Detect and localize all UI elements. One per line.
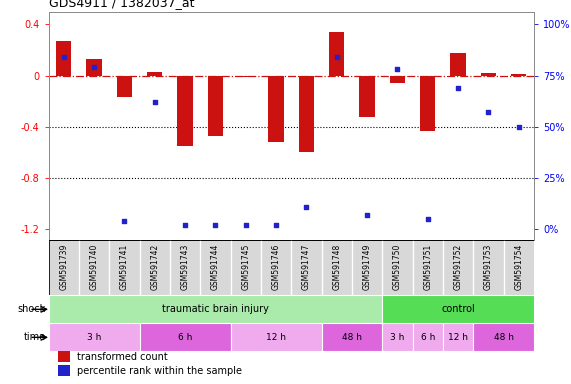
Bar	[268, 76, 284, 142]
Text: 48 h: 48 h	[493, 333, 513, 342]
Bar	[58, 351, 70, 362]
Point	[59, 54, 69, 60]
Point	[332, 54, 341, 60]
Text: control: control	[441, 304, 475, 314]
Text: GSM591748: GSM591748	[332, 244, 341, 290]
Text: GSM591743: GSM591743	[180, 244, 190, 290]
Text: GSM591752: GSM591752	[453, 244, 463, 290]
Bar	[360, 76, 375, 117]
Bar	[238, 76, 254, 77]
Point	[363, 212, 372, 218]
Bar	[443, 323, 473, 351]
Text: GDS4911 / 1382037_at: GDS4911 / 1382037_at	[49, 0, 194, 9]
Text: 12 h: 12 h	[266, 333, 286, 342]
Bar	[49, 323, 139, 351]
Bar	[299, 76, 314, 152]
Bar	[382, 323, 412, 351]
Text: GSM591751: GSM591751	[423, 244, 432, 290]
Text: 48 h: 48 h	[342, 333, 362, 342]
Point	[423, 216, 432, 222]
Point	[211, 222, 220, 228]
Point	[90, 64, 99, 70]
Bar	[56, 41, 71, 76]
Text: 6 h: 6 h	[420, 333, 435, 342]
Point	[150, 99, 159, 105]
Text: percentile rank within the sample: percentile rank within the sample	[77, 366, 242, 376]
Text: 12 h: 12 h	[448, 333, 468, 342]
Bar	[321, 323, 382, 351]
Bar	[147, 72, 162, 76]
Text: GSM591749: GSM591749	[363, 244, 372, 290]
Text: time: time	[23, 332, 46, 343]
Bar	[117, 76, 132, 98]
Point	[241, 222, 250, 228]
Bar	[58, 366, 70, 376]
Text: GSM591754: GSM591754	[514, 244, 523, 290]
Point	[484, 109, 493, 116]
Text: shock: shock	[18, 304, 46, 314]
Text: GSM591747: GSM591747	[302, 244, 311, 290]
Bar	[49, 295, 382, 323]
Point	[120, 218, 129, 224]
Text: GSM591744: GSM591744	[211, 244, 220, 290]
Point	[271, 222, 280, 228]
Bar	[451, 53, 465, 76]
Text: 3 h: 3 h	[390, 333, 405, 342]
Text: 6 h: 6 h	[178, 333, 192, 342]
Text: GSM591742: GSM591742	[150, 244, 159, 290]
Bar	[420, 76, 435, 131]
Point	[180, 222, 190, 228]
Bar	[86, 59, 102, 76]
Text: GSM591740: GSM591740	[90, 244, 99, 290]
Bar	[412, 323, 443, 351]
Text: GSM591746: GSM591746	[272, 244, 280, 290]
Bar	[481, 73, 496, 76]
Bar	[139, 323, 231, 351]
Text: 3 h: 3 h	[87, 333, 101, 342]
Text: transformed count: transformed count	[77, 352, 167, 362]
Bar	[329, 32, 344, 76]
Point	[302, 204, 311, 210]
Bar	[511, 74, 526, 76]
Bar	[390, 76, 405, 83]
Text: GSM591750: GSM591750	[393, 244, 402, 290]
Text: GSM591739: GSM591739	[59, 244, 68, 290]
Text: GSM591753: GSM591753	[484, 244, 493, 290]
Bar	[473, 323, 534, 351]
Text: GSM591745: GSM591745	[241, 244, 250, 290]
Bar	[208, 76, 223, 136]
Text: GSM591741: GSM591741	[120, 244, 129, 290]
Point	[453, 85, 463, 91]
Bar	[382, 295, 534, 323]
Point	[393, 66, 402, 73]
Text: traumatic brain injury: traumatic brain injury	[162, 304, 269, 314]
Point	[514, 124, 523, 130]
Bar	[178, 76, 192, 146]
Bar	[231, 323, 321, 351]
